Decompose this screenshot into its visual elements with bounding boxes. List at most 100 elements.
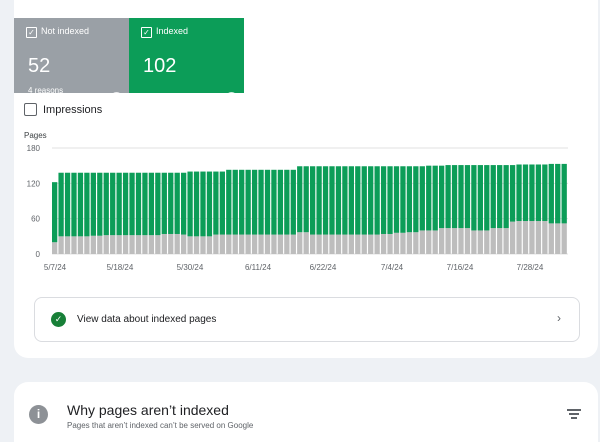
bar-segment xyxy=(58,236,64,254)
bar-segment xyxy=(155,235,161,254)
indexed-tile[interactable]: ✓ Indexed 102 ? xyxy=(129,18,244,103)
bar-segment xyxy=(155,172,161,236)
bar-segment xyxy=(555,223,561,254)
not-indexed-reasons: 4 reasons xyxy=(28,86,64,95)
bar-segment xyxy=(116,235,122,254)
bar-segment xyxy=(64,236,71,254)
bar-segment xyxy=(464,165,471,229)
bar-segment xyxy=(516,221,522,254)
bar-segment xyxy=(64,172,71,237)
bar-segment xyxy=(471,165,477,231)
bar-segment xyxy=(451,228,458,254)
view-indexed-pages-button[interactable]: ✓ View data about indexed pages › xyxy=(34,297,580,342)
bar-segment xyxy=(490,165,496,229)
bar-segment xyxy=(52,242,58,254)
bar-segment xyxy=(464,228,471,254)
bar-segment xyxy=(200,236,206,254)
bar-segment xyxy=(458,228,464,254)
bar-segment xyxy=(426,230,432,254)
not-indexed-tile[interactable]: ✓ Not indexed 52 4 reasons ? xyxy=(14,18,129,103)
bar-segment xyxy=(348,234,354,254)
x-tick-label: 6/11/24 xyxy=(245,263,272,272)
bar-segment xyxy=(387,166,393,234)
bar-segment xyxy=(439,165,445,229)
bar-segment xyxy=(251,234,258,254)
x-tick-label: 7/16/24 xyxy=(447,263,474,272)
bar-segment xyxy=(174,233,180,254)
bar-segment xyxy=(490,228,496,254)
bar-segment xyxy=(548,163,554,224)
bar-segment xyxy=(516,164,522,222)
bar-segment xyxy=(542,164,548,222)
bar-segment xyxy=(561,163,567,224)
bar-segment xyxy=(322,234,329,254)
bar-segment xyxy=(168,172,174,234)
bar-segment xyxy=(342,234,348,254)
bar-segment xyxy=(284,169,290,235)
bar-segment xyxy=(271,169,277,235)
bar-segment xyxy=(213,171,219,235)
bar-segment xyxy=(232,169,238,235)
bar-segment xyxy=(290,234,296,254)
bar-segment xyxy=(90,235,96,254)
bar-segment xyxy=(535,164,542,222)
bar-segment xyxy=(297,166,303,233)
bar-segment xyxy=(503,228,509,254)
bar-segment xyxy=(419,166,425,231)
bar-segment xyxy=(329,166,335,235)
bar-segment xyxy=(335,166,342,235)
bar-segment xyxy=(103,172,109,236)
bar-segment xyxy=(239,234,245,254)
bar-segment xyxy=(439,228,445,254)
y-tick-label: 180 xyxy=(27,144,41,153)
bar-segment xyxy=(548,223,554,254)
bar-segment xyxy=(529,221,535,254)
bar-segment xyxy=(335,234,342,254)
bar-segment xyxy=(213,234,219,254)
bar-segment xyxy=(245,169,251,235)
bar-segment xyxy=(200,171,206,237)
bar-segment xyxy=(310,166,316,235)
checkbox-checked-icon[interactable]: ✓ xyxy=(26,27,37,38)
bar-segment xyxy=(122,172,129,236)
bar-segment xyxy=(477,165,483,231)
y-tick-label: 60 xyxy=(31,215,40,224)
bar-segment xyxy=(103,235,109,254)
bar-segment xyxy=(522,221,529,254)
bar-segment xyxy=(361,234,367,254)
bar-segment xyxy=(445,228,451,254)
bar-segment xyxy=(90,172,96,236)
bar-segment xyxy=(271,234,277,254)
bar-segment xyxy=(258,234,264,254)
bar-segment xyxy=(400,166,406,233)
bar-segment xyxy=(142,172,148,236)
impressions-label: Impressions xyxy=(43,104,103,116)
bar-segment xyxy=(174,172,180,234)
bar-segment xyxy=(277,169,284,235)
bar-segment xyxy=(393,166,400,233)
checkbox-checked-icon[interactable]: ✓ xyxy=(141,27,152,38)
bar-segment xyxy=(329,234,335,254)
help-icon[interactable]: ? xyxy=(226,92,237,103)
y-tick-label: 0 xyxy=(36,250,41,259)
bar-segment xyxy=(193,171,200,237)
bar-segment xyxy=(509,165,516,222)
bar-segment xyxy=(542,221,548,254)
bar-segment xyxy=(77,172,84,237)
filter-icon[interactable] xyxy=(567,409,581,421)
bar-segment xyxy=(374,166,380,235)
bar-segment xyxy=(380,233,387,254)
bar-segment xyxy=(187,171,193,237)
y-tick-label: 120 xyxy=(27,179,41,188)
impressions-checkbox[interactable] xyxy=(24,103,37,116)
bar-segment xyxy=(393,232,400,254)
bar-segment xyxy=(58,172,64,237)
bar-segment xyxy=(419,230,425,254)
indexed-count: 102 xyxy=(143,55,177,77)
bar-segment xyxy=(251,169,258,235)
help-icon[interactable]: ? xyxy=(111,92,122,103)
bar-segment xyxy=(71,236,77,254)
bar-segment xyxy=(52,182,58,243)
bar-segment xyxy=(84,172,90,237)
bar-segment xyxy=(239,169,245,235)
